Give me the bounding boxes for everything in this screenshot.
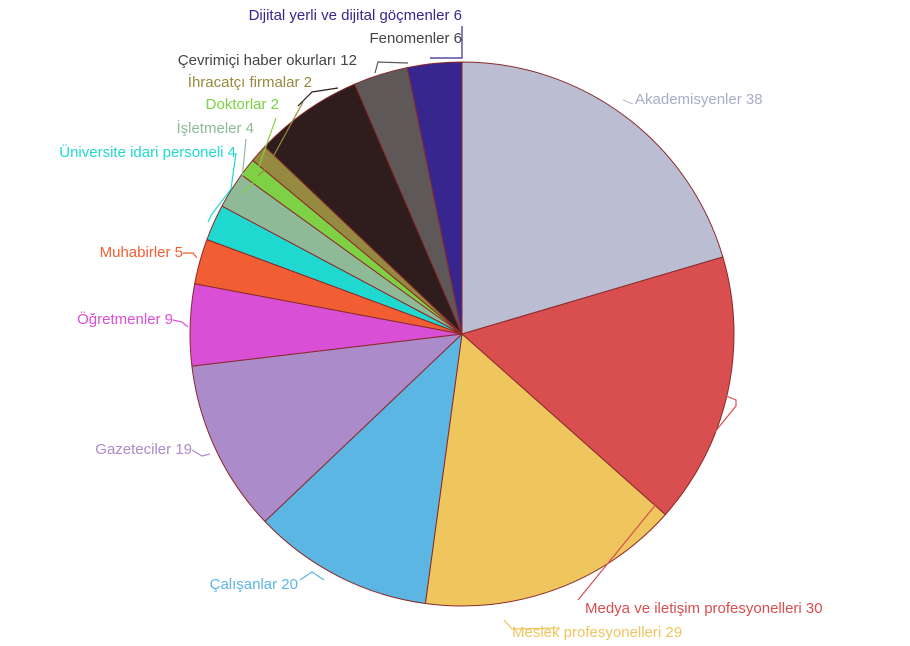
connector-ihracatci-firmalar <box>257 101 304 177</box>
slice-label-meslek-profesyonelleri: Meslek profesyonelleri 29 <box>512 624 682 641</box>
connector-medya-ve-iletisim-profesyonelleri <box>577 395 737 601</box>
connector-ogretmenler <box>172 319 189 328</box>
pie-slice-akademisyenler[interactable] <box>461 61 724 335</box>
connector-muhabirler <box>183 252 198 259</box>
slice-label-ihracatci-firmalar: İhracatçı firmalar 2 <box>188 73 312 91</box>
pie-slice-dijital-yerli-ve-dijital-gocmenler[interactable] <box>406 61 463 335</box>
connector-universite-idari-personeli <box>207 152 237 223</box>
slice-label-ogretmenler: Öğretmenler 9 <box>77 310 173 328</box>
connector-meslek-profesyonelleri <box>503 619 561 630</box>
slice-label-universite-idari-personeli: Üniversite idari personeli 4 <box>59 143 236 161</box>
slice-label-akademisyenler: Akademisyenler 38 <box>635 91 763 108</box>
pie-slice-meslek-profesyonelleri[interactable] <box>424 333 667 607</box>
slice-label-isletmeler: İşletmeler 4 <box>176 119 254 137</box>
slice-label-cevrimici-haber-okurlari: Çevrimiçi haber okurları 12 <box>178 52 357 69</box>
connector-dijital-yerli-ve-dijital-gocmenler <box>430 26 463 59</box>
label-connectors <box>172 26 737 630</box>
pie-slice-calisanlar[interactable] <box>264 332 463 605</box>
slice-label-medya-ve-iletisim-profesyonelleri: Medya ve iletişim profesyonelleri 30 <box>585 600 823 617</box>
connector-doktorlar <box>241 117 277 194</box>
connector-cevrimici-haber-okurlari <box>297 87 339 107</box>
slice-label-gazeteciler: Gazeteciler 19 <box>95 441 192 458</box>
pie-slice-medya-ve-iletisim-profesyonelleri[interactable] <box>460 256 735 516</box>
connector-isletmeler <box>229 138 247 201</box>
connector-akademisyenler <box>622 99 634 105</box>
connector-calisanlar <box>299 571 325 581</box>
pie-slices <box>189 61 735 607</box>
slice-label-fenomenler: Fenomenler 6 <box>369 30 462 47</box>
slice-label-calisanlar: Çalışanlar 20 <box>210 576 298 593</box>
connector-gazeteciler <box>191 449 211 457</box>
slice-label-muhabirler: Muhabirler 5 <box>100 244 183 261</box>
slice-labels: Akademisyenler 38 Medya ve iletişim profe… <box>59 7 822 641</box>
slice-label-doktorlar: Doktorlar 2 <box>206 96 279 113</box>
slice-label-dijital-yerli-ve-dijital-gocmenler: Dijital yerli ve dijital göçmenler 6 <box>249 7 462 24</box>
connector-fenomenler <box>374 61 409 74</box>
pie-slice-gazeteciler[interactable] <box>191 333 464 523</box>
